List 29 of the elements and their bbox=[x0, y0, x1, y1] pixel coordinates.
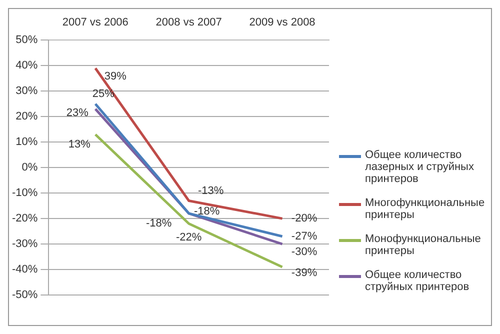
data-label: -20% bbox=[291, 212, 318, 225]
y-tick-label: 0% bbox=[22, 162, 38, 174]
y-tick-label: -10% bbox=[12, 187, 38, 200]
data-label: -30% bbox=[291, 246, 318, 258]
data-label: -22% bbox=[176, 232, 202, 244]
x-tick-label: 2009 vs 2008 bbox=[249, 16, 316, 29]
y-tick-label: 50% bbox=[16, 34, 38, 46]
data-label: 13% bbox=[68, 138, 91, 151]
data-label: -27% bbox=[291, 230, 318, 242]
legend-label: Многофункциональные принтеры bbox=[365, 197, 486, 221]
x-tick-label: 2007 vs 2006 bbox=[62, 16, 128, 29]
y-tick-label: 30% bbox=[16, 85, 38, 98]
x-tick-label: 2008 vs 2007 bbox=[156, 16, 222, 29]
legend-label: Монофункциональные принтеры bbox=[365, 233, 482, 257]
y-tick-label: -20% bbox=[12, 212, 38, 225]
data-label: -18% bbox=[194, 205, 220, 218]
y-tick-label: -30% bbox=[12, 238, 38, 250]
y-tick-label: 10% bbox=[16, 136, 38, 148]
y-tick-label: -50% bbox=[12, 289, 38, 302]
data-label: -39% bbox=[291, 267, 318, 280]
y-tick-label: 40% bbox=[16, 60, 38, 72]
data-label: 23% bbox=[66, 107, 89, 120]
legend-label: Общее количество лазерных и струйных принтеров bbox=[365, 149, 475, 185]
data-label: 39% bbox=[104, 70, 127, 82]
y-tick-label: -40% bbox=[12, 264, 38, 276]
data-label: -18% bbox=[146, 217, 172, 230]
legend-label: Общее количество струйных принтеров bbox=[365, 269, 470, 293]
y-tick-label: 20% bbox=[16, 110, 38, 123]
data-label: -13% bbox=[198, 184, 224, 197]
